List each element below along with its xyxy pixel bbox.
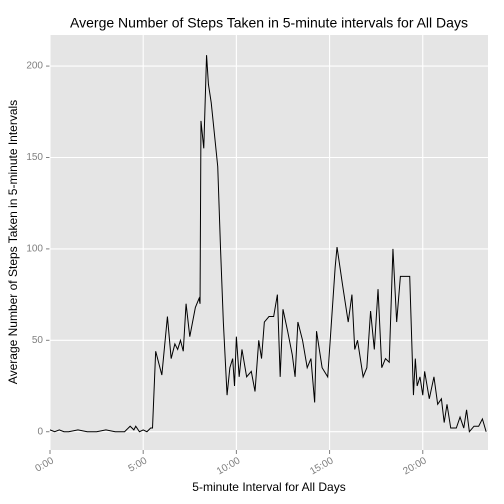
- y-tick-label: 200: [26, 61, 43, 72]
- x-axis-label: 5-minute Interval for All Days: [192, 480, 345, 494]
- y-tick-label: 0: [37, 426, 43, 437]
- x-tick-label: 10:00: [215, 455, 243, 477]
- y-tick-label: 100: [26, 244, 43, 255]
- x-tick-label: 15:00: [308, 455, 336, 477]
- y-axis-label: Average Number of Steps Taken in 5-minut…: [6, 100, 20, 384]
- panel: [50, 35, 488, 450]
- y-tick-label: 50: [32, 335, 44, 346]
- y-tick-label: 150: [26, 152, 43, 163]
- x-tick-label: 20:00: [401, 455, 429, 477]
- series-line: [49, 55, 487, 433]
- chart-title: Averge Number of Steps Taken in 5-minute…: [70, 15, 468, 31]
- x-tick-label: 0:00: [33, 455, 56, 474]
- x-tick-label: 5:00: [127, 455, 150, 474]
